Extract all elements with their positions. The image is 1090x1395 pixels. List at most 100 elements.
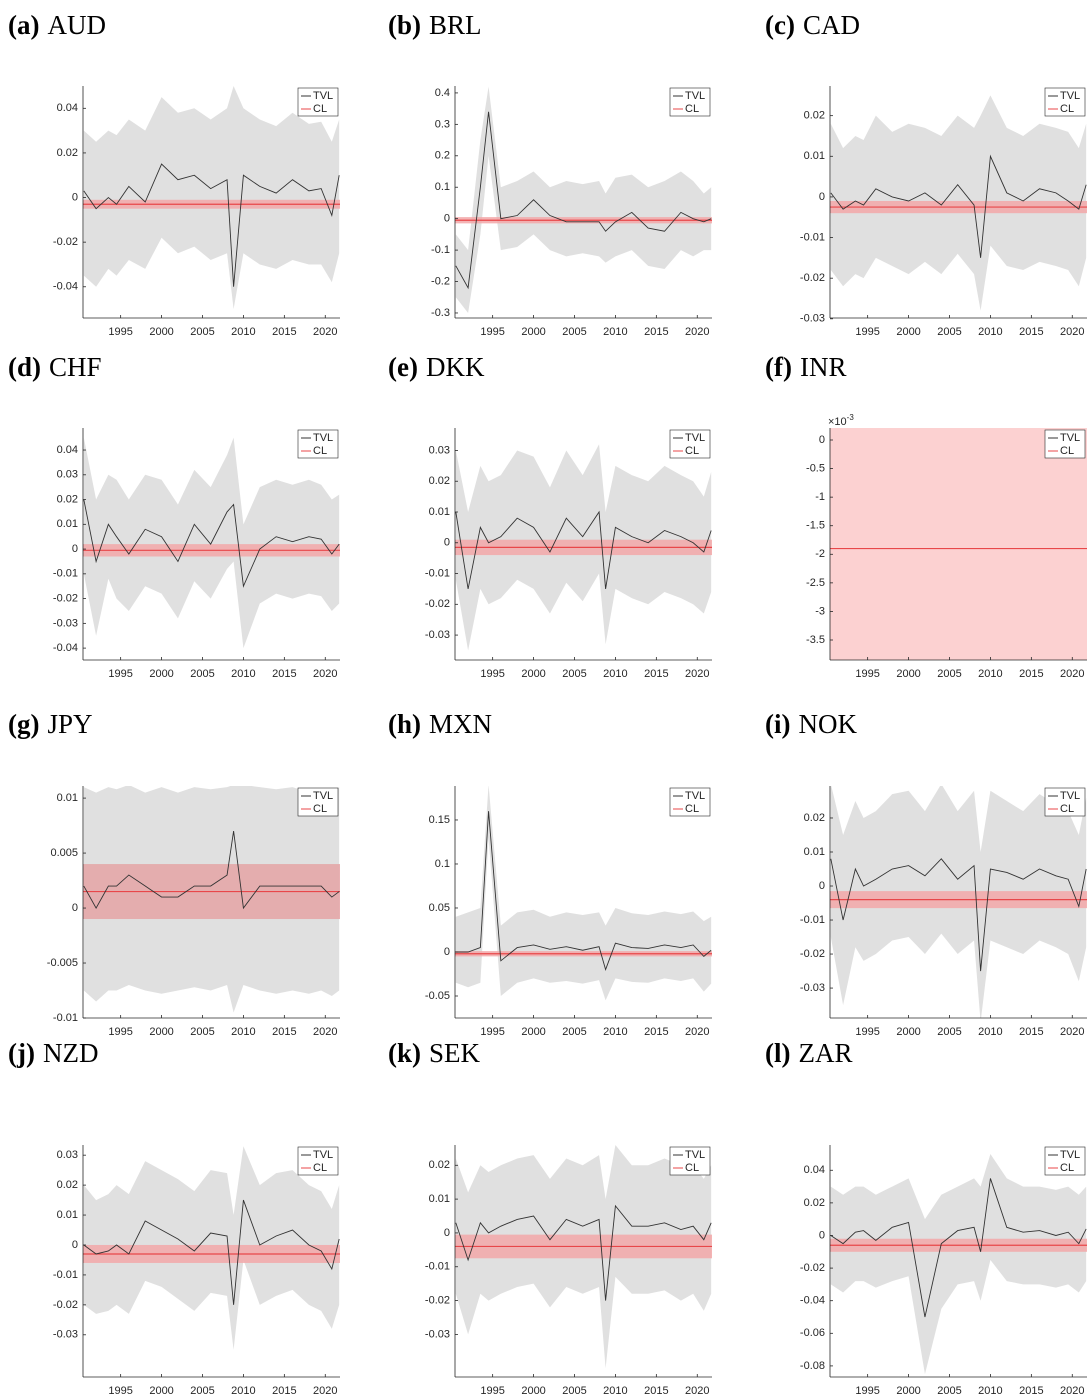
x-tick-label: 1995 — [855, 1385, 879, 1395]
y-tick-label: -0.02 — [800, 1262, 825, 1274]
legend-box — [297, 787, 339, 817]
panel: (l) ZAR -0.08 -0.06 -0.04 -0.02 0 0.02 0.04 1995 2… — [765, 1038, 1087, 1395]
panel: (h) MXN -0.05 0 0.05 0.1 0.15 1995 2000 2005 2010 2… — [388, 709, 712, 1038]
y-tick-label: 0.1 — [435, 181, 450, 193]
y-tick-label: 0.01 — [429, 1193, 450, 1205]
x-tick-label: 2000 — [896, 668, 920, 680]
y-tick-label: -0.08 — [800, 1360, 825, 1372]
x-tick-label: 2010 — [231, 668, 255, 680]
plot-area — [455, 786, 712, 1001]
y-tick-label: 0.01 — [804, 846, 825, 858]
y-tick-label: 0 — [72, 1239, 78, 1251]
legend-box — [297, 1146, 339, 1176]
y-tick-label: -1.5 — [806, 520, 825, 532]
y-tick-label: 0 — [819, 880, 825, 892]
panel: (j) NZD -0.03 -0.02 -0.01 0 0.01 0.02 0.03 1995 20… — [8, 1038, 340, 1395]
cl-band — [830, 428, 1087, 660]
x-tick-label: 2010 — [978, 326, 1002, 338]
panel-label: (j) — [8, 1038, 35, 1068]
x-tick-label: 2015 — [644, 668, 668, 680]
legend-label: TVL — [1060, 790, 1080, 802]
panel-title: (k) SEK — [388, 1038, 481, 1068]
y-tick-label: 0.02 — [804, 812, 825, 824]
plot-area — [83, 1146, 340, 1350]
tvl-line — [83, 499, 340, 588]
tvl-line — [455, 1204, 712, 1301]
legend-label: CL — [313, 445, 327, 457]
panel-label: (g) — [8, 709, 39, 739]
x-tick-label: 2000 — [521, 1026, 545, 1038]
panel: (f) INR -3.5 -3 -2.5 -2 -1.5 -1 -0.5 0 1995 2000 200… — [765, 352, 1087, 680]
panel-name: BRL — [429, 10, 482, 40]
legend-label: CL — [313, 103, 327, 115]
x-tick-label: 1995 — [855, 326, 879, 338]
x-tick-label: 2010 — [603, 326, 627, 338]
y-tick-label: -0.03 — [425, 629, 450, 641]
legend-box — [669, 787, 711, 817]
y-tick-label: -0.3 — [431, 307, 450, 319]
x-tick-label: 1995 — [108, 1026, 132, 1038]
x-tick-label: 2000 — [896, 326, 920, 338]
y-tick-label: -0.01 — [425, 567, 450, 579]
x-tick-label: 2005 — [937, 668, 961, 680]
x-tick-label: 2005 — [190, 1385, 214, 1395]
x-tick-label: 2020 — [313, 1385, 337, 1395]
x-tick-label: 2000 — [149, 668, 173, 680]
panel-name: MXN — [429, 709, 492, 739]
plot-area — [830, 428, 1087, 660]
plot-area — [83, 437, 340, 649]
confidence-band — [830, 1153, 1087, 1375]
panel-title: (f) INR — [765, 352, 846, 382]
confidence-band — [455, 86, 712, 313]
legend-label: TVL — [685, 1149, 705, 1161]
y-tick-label: 0.01 — [804, 150, 825, 162]
y-tick-label: -2 — [815, 548, 825, 560]
x-tick-label: 2015 — [644, 1385, 668, 1395]
panel-label: (b) — [388, 10, 421, 40]
legend-box — [1044, 1146, 1086, 1176]
y-tick-label: -0.01 — [53, 568, 78, 580]
panel-name: NZD — [43, 1038, 99, 1068]
y-tick-label: 0.02 — [804, 110, 825, 122]
confidence-band — [455, 786, 712, 1001]
x-tick-label: 2010 — [978, 1385, 1002, 1395]
x-tick-label: 2020 — [685, 1385, 709, 1395]
panel: (g) JPY -0.01 -0.005 0 0.005 0.01 1995 2000 2005 2… — [8, 709, 340, 1038]
y-tick-label: 0.1 — [435, 858, 450, 870]
y-tick-label: 0.04 — [804, 1164, 825, 1176]
legend-label: TVL — [313, 790, 333, 802]
y-tick-label: 0 — [444, 1227, 450, 1239]
x-tick-label: 2000 — [521, 1385, 545, 1395]
tvl-line — [830, 154, 1087, 258]
legend-label: CL — [685, 803, 699, 815]
y-tick-label: -3 — [815, 605, 825, 617]
y-tick-label: 0.01 — [57, 792, 78, 804]
panel-label: (a) — [8, 10, 39, 40]
x-tick-label: 2020 — [1060, 1026, 1084, 1038]
x-tick-label: 2000 — [149, 326, 173, 338]
x-tick-label: 2020 — [685, 1026, 709, 1038]
x-tick-label: 2005 — [562, 326, 586, 338]
legend-box — [297, 87, 339, 117]
x-tick-label: 2000 — [896, 1385, 920, 1395]
legend-box — [669, 87, 711, 117]
legend-label: CL — [1060, 445, 1074, 457]
panel-title: (a) AUD — [8, 10, 106, 40]
panel-name: INR — [800, 352, 847, 382]
panel: (a) AUD -0.04 -0.02 0 0.02 0.04 1995 2000 2005 201… — [8, 10, 340, 338]
y-tick-label: 0.3 — [435, 118, 450, 130]
y-tick-label: -0.2 — [431, 275, 450, 287]
x-tick-label: 2020 — [1060, 1385, 1084, 1395]
legend-label: TVL — [313, 1149, 333, 1161]
multiplier-base: ×10 — [828, 416, 847, 428]
panel-title: (c) CAD — [765, 10, 860, 40]
y-tick-label: 0.02 — [429, 1159, 450, 1171]
legend-label: CL — [685, 1162, 699, 1174]
x-tick-label: 2005 — [562, 1026, 586, 1038]
legend-label: TVL — [685, 90, 705, 102]
tvl-line — [455, 811, 712, 972]
y-tick-label: -0.005 — [47, 957, 78, 969]
x-tick-label: 2000 — [896, 1026, 920, 1038]
confidence-band — [83, 86, 340, 310]
